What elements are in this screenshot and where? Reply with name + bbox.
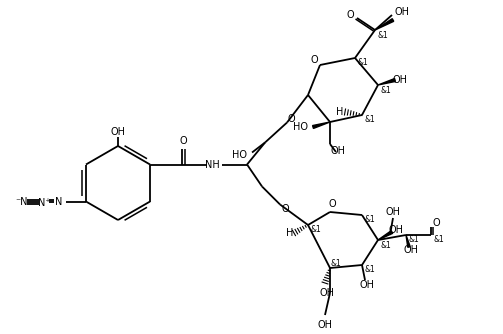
Text: &1: &1 <box>408 235 420 244</box>
Text: OH: OH <box>394 7 409 17</box>
Polygon shape <box>378 78 395 85</box>
Text: OH: OH <box>403 245 418 255</box>
Polygon shape <box>406 235 410 247</box>
Text: N: N <box>55 196 63 206</box>
Text: OH: OH <box>111 127 126 137</box>
Text: &1: &1 <box>381 86 391 95</box>
Text: HO: HO <box>293 122 308 132</box>
Text: N⁺: N⁺ <box>38 197 50 207</box>
Text: &1: &1 <box>365 214 375 223</box>
Text: O: O <box>432 218 440 228</box>
Text: OH: OH <box>319 288 334 298</box>
Text: O: O <box>328 199 336 209</box>
Text: &1: &1 <box>365 115 375 124</box>
Text: ⁻N: ⁻N <box>16 196 28 206</box>
Text: &1: &1 <box>365 266 375 275</box>
Text: OH: OH <box>360 280 375 290</box>
Polygon shape <box>312 122 330 129</box>
Polygon shape <box>378 231 393 240</box>
Text: OH: OH <box>392 75 407 85</box>
Text: O: O <box>287 114 295 124</box>
Text: O: O <box>281 203 289 213</box>
Text: &1: &1 <box>358 57 368 66</box>
Text: &1: &1 <box>330 259 342 268</box>
Text: &1: &1 <box>434 235 444 244</box>
Text: &1: &1 <box>311 224 321 233</box>
Text: O: O <box>310 55 318 65</box>
Text: &1: &1 <box>381 240 391 249</box>
Text: O: O <box>179 136 187 146</box>
Text: OH: OH <box>330 146 346 156</box>
Text: &1: &1 <box>378 30 388 39</box>
Text: O: O <box>346 10 354 20</box>
Text: OH: OH <box>385 207 400 217</box>
Text: H: H <box>337 107 344 117</box>
Text: OH: OH <box>317 320 332 330</box>
Text: H: H <box>286 228 294 238</box>
Text: NH: NH <box>205 160 219 169</box>
Text: OH: OH <box>388 225 403 235</box>
Text: HO: HO <box>232 150 247 160</box>
Polygon shape <box>375 19 394 30</box>
